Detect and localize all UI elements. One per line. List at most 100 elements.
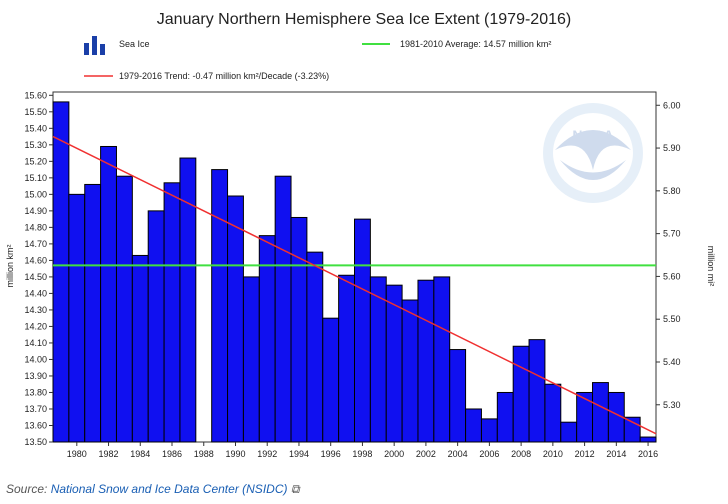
bar-1992[interactable] <box>258 235 276 443</box>
bar-1990[interactable] <box>227 195 244 443</box>
bar-1980[interactable] <box>68 193 86 443</box>
x-tick-label-2002: 2002 <box>416 449 436 459</box>
y-right-tick-label-5.60: 5.60 <box>663 271 681 281</box>
bar-1994[interactable] <box>290 216 308 443</box>
bar-2010[interactable] <box>544 383 562 443</box>
bar-2013[interactable] <box>592 382 609 443</box>
x-tick-label-1994: 1994 <box>289 449 309 459</box>
bar-1998[interactable] <box>354 218 371 443</box>
bar-2002[interactable] <box>417 279 435 443</box>
bar-2008[interactable] <box>512 345 530 443</box>
bar-1985[interactable] <box>147 210 165 443</box>
y-right-tick-label-5.70: 5.70 <box>663 229 681 239</box>
y-tick-label-14.60: 14.60 <box>24 255 47 265</box>
bar-1979[interactable] <box>52 101 70 443</box>
legend-sea-ice-swatch-3 <box>100 44 105 55</box>
chart-title: January Northern Hemisphere Sea Ice Exte… <box>157 11 571 28</box>
bar-1982[interactable] <box>100 145 117 443</box>
bar-2001[interactable] <box>401 299 419 443</box>
y-tick-label-14.50: 14.50 <box>24 272 47 282</box>
bar-1993[interactable] <box>274 175 292 443</box>
bar-1989[interactable] <box>211 169 229 443</box>
bars <box>52 101 657 443</box>
y-tick-label-15.00: 15.00 <box>24 189 47 199</box>
y-tick-label-13.50: 13.50 <box>24 437 47 447</box>
bar-2006[interactable] <box>480 418 498 443</box>
x-tick-label-1992: 1992 <box>257 449 277 459</box>
bar-2012[interactable] <box>576 391 594 443</box>
bar-1983[interactable] <box>115 175 133 443</box>
bar-1984[interactable] <box>131 254 149 443</box>
legend-trend[interactable]: 1979-2016 Trend: -0.47 million km²/Decad… <box>84 71 329 81</box>
legend-average[interactable]: 1981-2010 Average: 14.57 million km² <box>362 39 551 49</box>
bar-1997[interactable] <box>338 274 356 443</box>
x-tick-label-1980: 1980 <box>67 449 87 459</box>
bar-2003[interactable] <box>433 276 451 443</box>
y-right-tick-label-6.00: 6.00 <box>663 100 681 110</box>
x-tick-label-2016: 2016 <box>638 449 658 459</box>
bar-2004[interactable] <box>449 349 467 443</box>
bar-1996[interactable] <box>322 317 340 443</box>
sea-ice-chart: January Northern Hemisphere Sea Ice Exte… <box>5 11 716 459</box>
x-tick-label-2006: 2006 <box>479 449 499 459</box>
y-tick-label-14.80: 14.80 <box>24 222 47 232</box>
y-right-tick-label-5.80: 5.80 <box>663 186 681 196</box>
bar-1999[interactable] <box>369 276 387 443</box>
y-tick-label-14.20: 14.20 <box>24 321 47 331</box>
x-tick-label-1982: 1982 <box>99 449 119 459</box>
x-tick-label-1996: 1996 <box>321 449 341 459</box>
legend-sea-ice-swatch-1 <box>84 43 89 55</box>
y-axis-right: 5.30 5.40 5.50 5.60 5.70 5.80 5.90 6.00 <box>656 100 681 410</box>
y-tick-label-13.70: 13.70 <box>24 404 47 414</box>
x-tick-label-2004: 2004 <box>448 449 468 459</box>
bar-2009[interactable] <box>528 339 546 443</box>
x-tick-label-1990: 1990 <box>225 449 245 459</box>
y-tick-label-15.40: 15.40 <box>24 123 47 133</box>
y-right-tick-label-5.90: 5.90 <box>663 143 681 153</box>
y-tick-label-15.10: 15.10 <box>24 173 47 183</box>
x-tick-label-2008: 2008 <box>511 449 531 459</box>
legend-average-label: 1981-2010 Average: 14.57 million km² <box>400 39 551 49</box>
y-tick-label-14.00: 14.00 <box>24 354 47 364</box>
y-tick-label-14.90: 14.90 <box>24 206 47 216</box>
bar-2011[interactable] <box>560 421 578 443</box>
bar-2007[interactable] <box>496 391 514 443</box>
external-link-icon[interactable]: ⧉ <box>287 482 300 496</box>
y-tick-label-15.60: 15.60 <box>24 90 47 100</box>
source-credit: Source: National Snow and Ice Data Cente… <box>6 482 299 497</box>
noaa-seal-icon: NOAA <box>543 103 643 203</box>
y-right-tick-label-5.30: 5.30 <box>663 400 681 410</box>
bar-1987[interactable] <box>179 157 197 443</box>
y-tick-label-14.30: 14.30 <box>24 305 47 315</box>
bar-2000[interactable] <box>385 284 403 443</box>
y-tick-label-15.30: 15.30 <box>24 140 47 150</box>
legend-sea-ice[interactable]: Sea Ice <box>84 36 150 55</box>
bar-1991[interactable] <box>242 276 260 443</box>
x-tick-label-2000: 2000 <box>384 449 404 459</box>
bar-2016[interactable] <box>639 436 657 443</box>
y-tick-label-15.50: 15.50 <box>24 107 47 117</box>
x-tick-label-1988: 1988 <box>194 449 214 459</box>
bar-1995[interactable] <box>306 251 324 443</box>
y-right-tick-label-5.50: 5.50 <box>663 314 681 324</box>
legend: Sea Ice 1981-2010 Average: 14.57 million… <box>84 36 551 81</box>
bar-2015[interactable] <box>623 416 641 443</box>
legend-sea-ice-swatch-2 <box>92 36 97 55</box>
bar-2005[interactable] <box>465 408 482 443</box>
y-axis-right-label: million mi² <box>706 246 716 287</box>
bar-1986[interactable] <box>163 182 181 443</box>
source-prefix: Source: <box>6 482 51 496</box>
y-right-tick-label-5.40: 5.40 <box>663 357 681 367</box>
bar-1981[interactable] <box>84 183 102 443</box>
y-tick-label-14.10: 14.10 <box>24 338 47 348</box>
y-tick-label-13.60: 13.60 <box>24 420 47 430</box>
source-link[interactable]: National Snow and Ice Data Center (NSIDC… <box>50 482 288 496</box>
legend-trend-label: 1979-2016 Trend: -0.47 million km²/Decad… <box>119 71 329 81</box>
y-tick-label-14.70: 14.70 <box>24 239 47 249</box>
x-tick-label-1986: 1986 <box>162 449 182 459</box>
x-tick-label-2010: 2010 <box>543 449 563 459</box>
y-tick-label-13.90: 13.90 <box>24 371 47 381</box>
y-axis-left-label: million km² <box>5 244 15 287</box>
reference-lines <box>52 135 657 435</box>
x-tick-label-2014: 2014 <box>606 449 626 459</box>
